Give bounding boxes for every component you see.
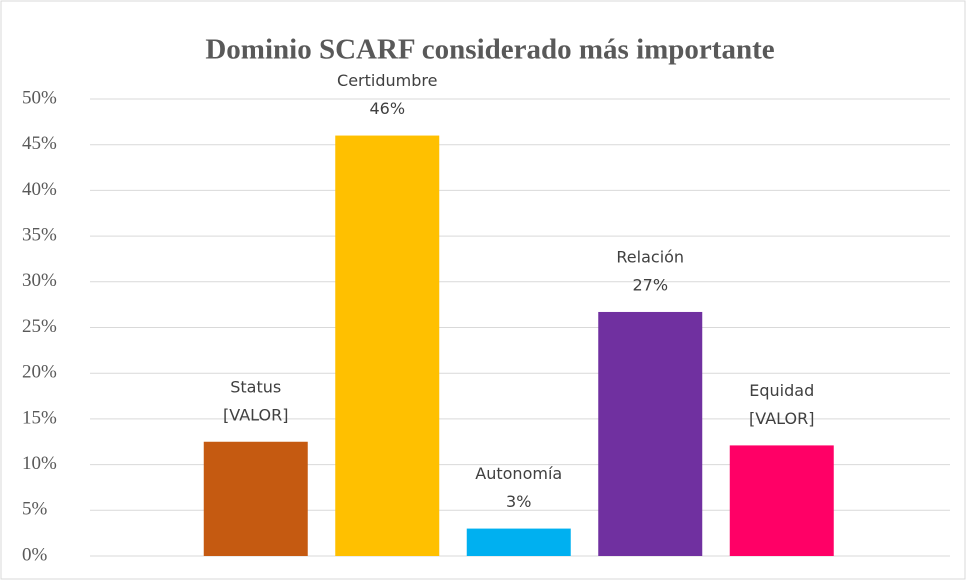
y-tick-label: 0%: [22, 544, 48, 565]
bar: [203, 441, 308, 556]
y-tick-label: 15%: [22, 407, 57, 428]
chart-title: Dominio SCARF considerado más importante: [205, 34, 774, 66]
bar: [335, 135, 440, 556]
y-tick-label: 45%: [22, 133, 57, 154]
y-tick-label: 10%: [22, 453, 57, 474]
data-label-category: Certidumbre: [337, 71, 437, 90]
data-label-value: 46%: [369, 99, 405, 118]
data-label-value: 3%: [506, 492, 531, 511]
y-tick-label: 30%: [22, 270, 57, 291]
bar: [466, 528, 571, 556]
y-tick-label: 35%: [22, 224, 57, 245]
y-tick-label: 25%: [22, 316, 57, 337]
data-label-category: Autonomía: [475, 464, 562, 483]
data-label-category: Status: [230, 377, 281, 396]
y-tick-label: 50%: [22, 87, 57, 108]
data-label-value: [VALOR]: [749, 409, 814, 428]
y-tick-label: 20%: [22, 362, 57, 383]
y-tick-label: 5%: [22, 499, 48, 520]
data-label-category: Relación: [616, 247, 684, 266]
bar: [729, 445, 834, 556]
data-label-category: Equidad: [749, 381, 814, 400]
y-tick-label: 40%: [22, 179, 57, 200]
data-label-value: 27%: [632, 275, 668, 294]
bar: [598, 311, 703, 556]
data-label-value: [VALOR]: [223, 405, 288, 424]
